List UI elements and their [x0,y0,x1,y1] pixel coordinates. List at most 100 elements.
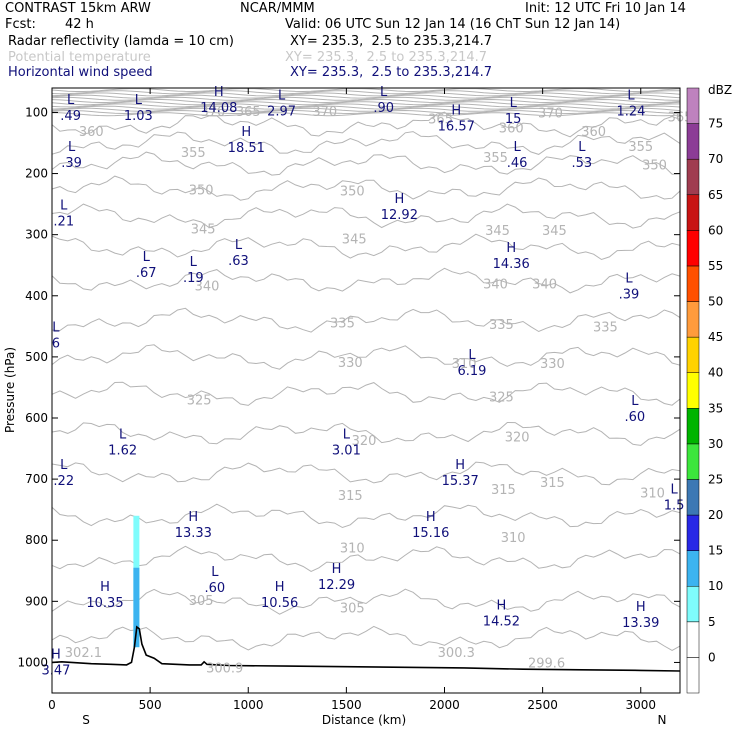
colorbar-swatch [686,585,700,623]
wind-extremum-value: .22 [53,474,74,489]
theta-label: 335 [489,318,514,333]
x-tick-label: 2000 [429,698,460,712]
x-tick-label: 1500 [331,698,362,712]
wind-extremum-value: .39 [61,156,82,171]
theta-label: 340 [195,279,220,294]
theta-label: 365 [428,113,453,128]
wind-extremum-value: 18.51 [228,141,265,156]
theta-contour [51,381,681,406]
theta-label: 315 [540,476,565,491]
wind-extremum-value: 13.33 [175,526,212,541]
theta-label: 330 [338,356,363,371]
theta-label: 350 [189,183,214,198]
theta-label: 300.9 [206,661,243,676]
wind-extremum-type: L [190,255,198,270]
colorbar-tick-label: 65 [708,188,723,202]
wind-extremum-value: .46 [507,156,528,171]
theta-label: 370 [312,105,337,120]
colorbar-tick-label: 5 [708,615,716,629]
wind-extremum-value: .21 [53,214,74,229]
colorbar-tick-label: 25 [708,472,723,486]
x-axis-label: Distance (km) [322,713,406,727]
theta-contour [51,107,681,112]
theta-label: 370 [201,105,226,120]
wind-extremum-type: L [513,140,521,155]
theta-contour [51,109,681,115]
wind-extremum-type: L [510,96,518,111]
theta-label: 360 [499,122,524,137]
theta-contour [51,267,681,294]
wind-extremum-value: 10.35 [86,596,123,611]
wind-extremum-type: H [497,599,507,614]
wind-extremum-type: H [51,647,61,662]
theta-contour [51,421,681,446]
theta-contour [51,625,681,651]
field-reflectivity-name: Radar reflectivity (lamda = 10 cm) [8,34,234,49]
wind-extremum-value: 12.92 [381,208,418,223]
wind-extremum-type: L [235,238,243,253]
wind-extremum-type: L [625,272,633,287]
y-tick-label: 800 [25,533,48,547]
y-tick-label: 1000 [17,655,48,669]
theta-contour [51,203,681,229]
theta-label: 310 [452,357,477,372]
plot-frame [51,87,681,694]
colorbar-swatch [686,621,700,658]
colorbar-swatch [686,372,700,409]
theta-label: 300.3 [438,646,475,661]
theta-contour [51,233,681,261]
theta-label: 345 [542,224,567,239]
wind-extremum-type: L [631,394,639,409]
x-tick-label: 1000 [233,698,264,712]
theta-label: 365 [236,105,261,120]
theta-label: 360 [581,125,606,140]
wind-extremum-type: L [468,348,476,363]
theta-contour [51,96,681,101]
wind-extremum-type: H [214,85,224,100]
theta-label: 299.6 [528,656,565,671]
theta-label: 350 [340,185,365,200]
theta-contour [51,503,681,529]
forecast-hour: 42 h [65,17,94,32]
wind-extremum-value: 1.24 [616,104,645,119]
wind-extremum-type: L [60,458,68,473]
theta-label: 345 [191,223,216,238]
wind-extremum-value: 10.56 [261,596,298,611]
x-tick-label: 500 [139,698,162,712]
wind-extremum-value: 16.57 [438,120,475,135]
theta-label: 325 [187,394,212,409]
colorbar-swatch [686,230,700,267]
wind-extremum-value: 1.5 [664,498,685,513]
theta-contour [51,111,681,138]
theta-label: 340 [532,278,557,293]
theta-label: 315 [338,489,363,504]
wind-extremum-value: 6 [52,337,60,352]
theta-label: 340 [483,278,508,293]
theta-label: 350 [642,158,667,173]
wind-extremum-type: H [241,125,251,140]
x-tick-label: 3000 [625,698,656,712]
theta-contour [51,461,681,486]
theta-contour [51,92,681,97]
colorbar-tick-label: 75 [708,117,723,131]
theta-contour [51,101,681,106]
wind-extremum-type: L [343,427,351,442]
colorbar-tick-label: 30 [708,437,723,451]
wind-extremum-type: L [143,250,151,265]
colorbar-tick-label: 45 [708,330,723,344]
wind-extremum-value: .60 [205,581,226,596]
theta-label: 335 [593,320,618,335]
wind-extremum-value: .39 [619,288,640,303]
colorbar-tick-label: 0 [708,650,716,664]
y-tick-label: 600 [25,411,48,425]
theta-label: 370 [538,106,563,121]
theta-contour [51,87,681,93]
wind-extremum-value: 15.37 [442,474,479,489]
wind-extremum-value: 1.03 [124,109,153,124]
colorbar-swatch [686,87,700,124]
wind-extremum-value: 15 [505,112,522,127]
colorbar-swatch [686,479,700,516]
wind-extremum-value: 6.19 [457,364,486,379]
theta-contour [51,151,681,176]
